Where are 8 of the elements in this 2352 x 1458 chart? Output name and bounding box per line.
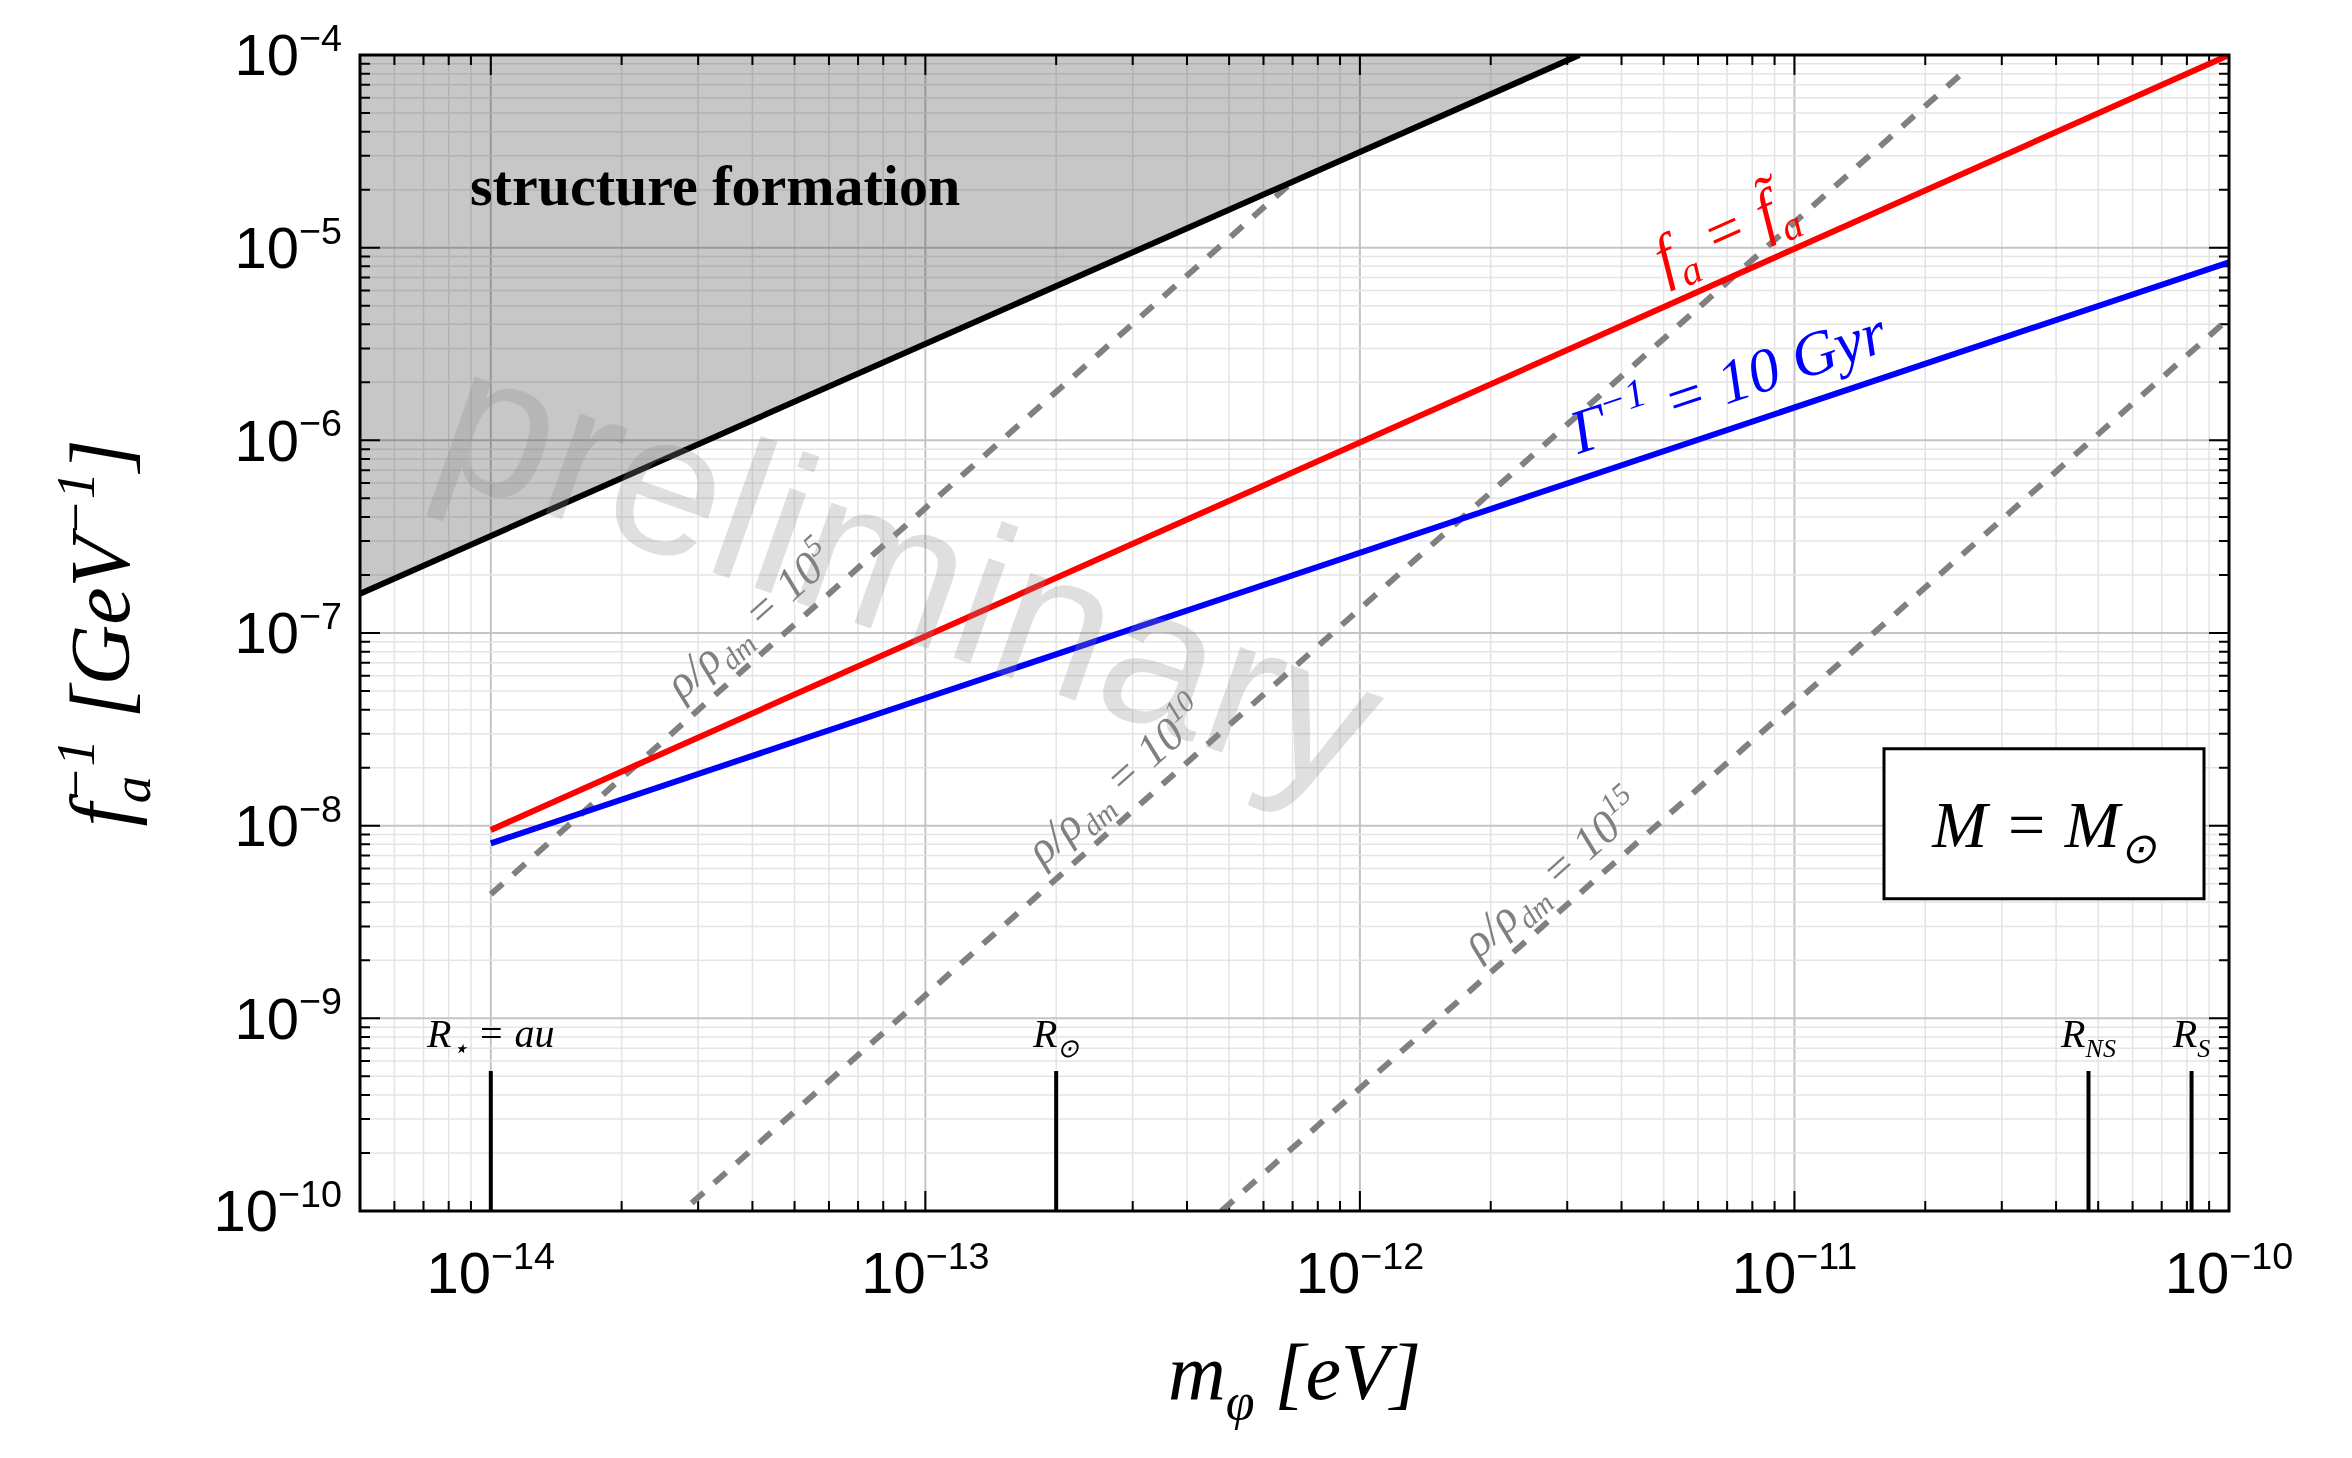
text: fa = f̃a	[1642, 172, 1810, 296]
ref-line-label: R⊙	[1031, 1011, 1080, 1063]
annotation: M = M⊙	[1931, 787, 2157, 873]
ref-line-label: R⋆ = au	[426, 1011, 555, 1063]
y-axis-title: fa−1 [GeV−1]	[45, 439, 163, 827]
text: Γ−1 = 10 Gyr	[1560, 297, 1896, 467]
text: ρ/ρdm = 1015	[1449, 776, 1637, 969]
annotation: structure formation	[470, 153, 961, 219]
